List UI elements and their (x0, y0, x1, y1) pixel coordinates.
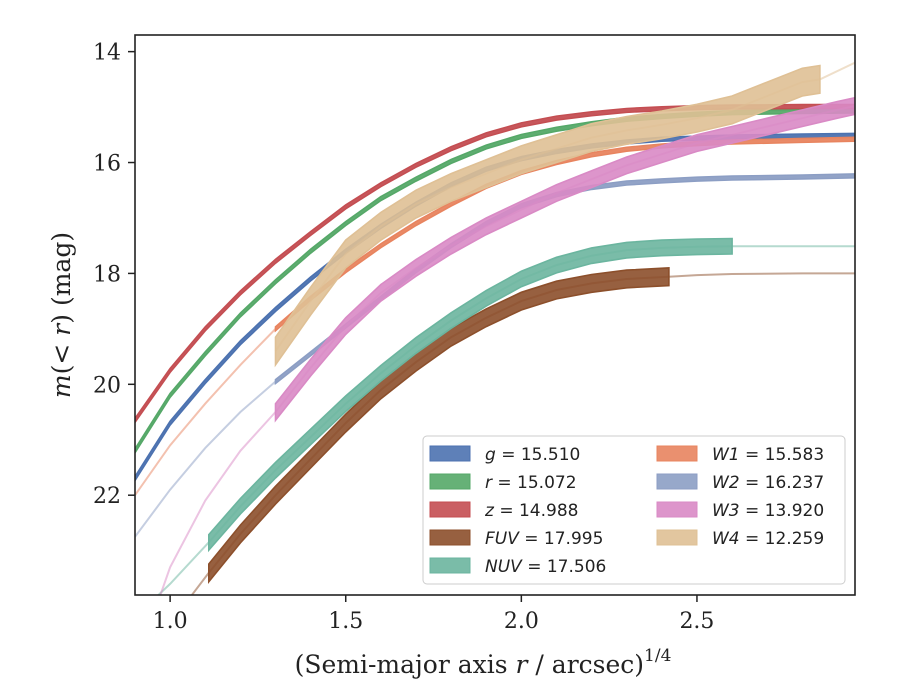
series-w4-band (274, 64, 821, 368)
legend-item-fuv: FUV = 17.995 (429, 529, 603, 549)
x-axis-label: (Semi-major axis r / arcsec)1/4 (295, 646, 672, 679)
legend-swatch-nuv (429, 557, 471, 574)
legend-item-r: r = 15.072 (429, 473, 577, 493)
legend-swatch-w1 (656, 445, 698, 462)
y-tick-label: 22 (93, 484, 121, 509)
y-tick-label: 18 (93, 262, 121, 287)
legend-item-w3: W3 = 13.920 (656, 501, 824, 521)
legend-item-g: g = 15.510 (429, 445, 580, 465)
series-nuv (156, 237, 855, 595)
legend-label-w1: W1 = 15.583 (712, 445, 824, 465)
series-w3 (159, 96, 855, 595)
series-z (135, 103, 855, 424)
plot-frame (134, 34, 856, 596)
legend-label-fuv: FUV = 17.995 (485, 529, 603, 549)
legend-swatch-w2 (656, 473, 698, 490)
legend-item-w4: W4 = 12.259 (656, 529, 824, 549)
legend-label-g: g = 15.510 (485, 445, 580, 465)
legend-swatch-g (429, 445, 471, 462)
legend-label-r: r = 15.072 (485, 473, 577, 493)
series-w2-band (274, 173, 855, 386)
ticks-layer: 1.0 1.5 2.0 2.5 14 16 18 20 22 (93, 41, 714, 634)
series-nuv-band (208, 237, 733, 553)
legend-label-w4: W4 = 12.259 (712, 529, 824, 549)
legend-label-nuv: NUV = 17.506 (485, 557, 606, 577)
series-w4 (274, 61, 855, 368)
legend-label-w2: W2 = 16.237 (712, 473, 824, 493)
legend-swatch-z (429, 501, 471, 518)
legend-swatch-r (429, 473, 471, 490)
y-axis-label: m(< r) (mag) (47, 232, 76, 398)
x-tick-label: 2.5 (679, 609, 714, 634)
y-tick-label: 16 (93, 152, 121, 177)
series-w3-band (274, 96, 855, 423)
series-z-band (135, 103, 855, 424)
x-tick-label: 1.5 (328, 609, 363, 634)
series-z-model-line (135, 105, 855, 421)
series-layer (135, 61, 855, 595)
legend-swatch-w3 (656, 501, 698, 518)
legend-item-w1: W1 = 15.583 (656, 445, 824, 465)
legend-item-z: z = 14.988 (429, 501, 578, 521)
legend-swatch-w4 (656, 529, 698, 546)
legend-item-w2: W2 = 16.237 (656, 473, 824, 493)
legend-item-nuv: NUV = 17.506 (429, 557, 606, 577)
legend: g = 15.510 r = 15.072 z = 14.988 FUV = 17.9… (422, 435, 846, 585)
legend-box (422, 435, 846, 585)
y-tick-label: 14 (93, 41, 121, 66)
x-tick-label: 1.0 (153, 609, 188, 634)
y-tick-label: 20 (93, 373, 121, 398)
legend-swatch-fuv (429, 529, 471, 546)
x-tick-label: 2.0 (504, 609, 539, 634)
series-r-band (135, 108, 855, 455)
legend-label-z: z = 14.988 (484, 501, 578, 521)
legend-label-w3: W3 = 13.920 (712, 501, 824, 521)
